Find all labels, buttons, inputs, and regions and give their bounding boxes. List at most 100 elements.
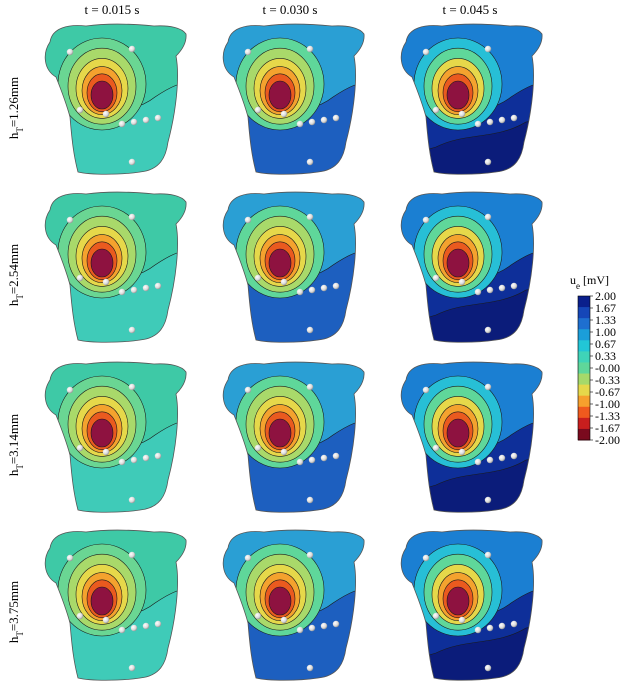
- electrode-marker: [306, 326, 314, 334]
- electrode-marker: [244, 554, 252, 562]
- electrode-marker: [118, 458, 126, 466]
- electrode-marker: [142, 116, 150, 124]
- electrode-marker: [280, 616, 288, 624]
- electrode-marker: [280, 448, 288, 456]
- panel-grid: [44, 23, 543, 681]
- electrode-marker: [484, 664, 492, 672]
- electrode-marker: [154, 452, 162, 460]
- electrode-marker: [422, 48, 430, 56]
- electrode-marker: [154, 282, 162, 290]
- colorbar-ticks: 2.001.671.331.000.670.33-0.00-0.33-0.67-…: [590, 289, 620, 447]
- electrode-marker: [332, 282, 340, 290]
- torso-panel-r3-c1: [44, 361, 187, 513]
- electrode-marker: [130, 286, 138, 294]
- electrode-marker: [458, 448, 466, 456]
- torso-outline: [400, 191, 543, 343]
- torso-panel-r1-c1: [44, 23, 187, 175]
- torso-outline: [44, 23, 187, 175]
- electrode-marker: [486, 624, 494, 632]
- electrode-marker: [498, 622, 506, 630]
- colorbar-segment: [578, 307, 590, 319]
- electrode-marker: [130, 456, 138, 464]
- contour-band-6: [446, 80, 470, 110]
- electrode-marker: [474, 458, 482, 466]
- electrode-marker: [474, 626, 482, 634]
- electrode-marker: [498, 454, 506, 462]
- row-label-3: hT=3.14mm: [6, 414, 25, 476]
- electrode-marker: [484, 496, 492, 504]
- electrode-marker: [142, 454, 150, 462]
- column-title-1: t = 0.015 s: [84, 2, 139, 17]
- colorbar-tick-label: 1.67: [595, 301, 616, 315]
- electrode-marker: [118, 120, 126, 128]
- electrode-marker: [320, 454, 328, 462]
- electrode-marker: [76, 274, 84, 282]
- electrode-marker: [128, 158, 136, 166]
- colorbar-title: ue [mV]: [570, 273, 609, 291]
- electrode-marker: [422, 386, 430, 394]
- electrode-marker: [484, 213, 492, 221]
- electrode-marker: [484, 551, 492, 559]
- contour-band-6: [268, 248, 292, 278]
- contour-band-6: [446, 248, 470, 278]
- electrode-marker: [432, 274, 440, 282]
- electrode-marker: [254, 274, 262, 282]
- electrode-marker: [474, 120, 482, 128]
- electrode-marker: [66, 554, 74, 562]
- contour-band-6: [90, 418, 114, 448]
- contour-band-6: [268, 586, 292, 616]
- electrode-marker: [422, 216, 430, 224]
- torso-outline: [44, 529, 187, 681]
- electrode-marker: [332, 620, 340, 628]
- electrode-marker: [296, 288, 304, 296]
- colorbar-tick-label: 0.33: [595, 349, 616, 363]
- colorbar-tick-label: -0.00: [595, 361, 620, 375]
- colorbar-segment: [578, 351, 590, 363]
- electrode-marker: [306, 45, 314, 53]
- electrode-marker: [76, 444, 84, 452]
- colorbar-tick-label: -1.67: [595, 421, 620, 435]
- electrode-marker: [422, 554, 430, 562]
- electrode-marker: [308, 624, 316, 632]
- electrode-marker: [296, 626, 304, 634]
- electrode-marker: [510, 282, 518, 290]
- torso-panel-r2-c3: [400, 191, 543, 343]
- electrode-marker: [484, 158, 492, 166]
- colorbar: ue [mV] 2.001.671.331.000.670.33-0.00-0.…: [570, 273, 620, 447]
- torso-panel-r4-c2: [222, 529, 365, 681]
- torso-panel-r2-c1: [44, 191, 187, 343]
- torso-outline: [44, 361, 187, 513]
- torso-panel-r2-c2: [222, 191, 365, 343]
- electrode-marker: [142, 284, 150, 292]
- electrode-marker: [320, 622, 328, 630]
- electrode-marker: [66, 216, 74, 224]
- electrode-marker: [320, 116, 328, 124]
- electrode-marker: [308, 456, 316, 464]
- electrode-marker: [128, 213, 136, 221]
- torso-outline: [400, 23, 543, 175]
- contour-band-6: [90, 248, 114, 278]
- electrode-marker: [308, 118, 316, 126]
- colorbar-tick-label: -1.33: [595, 409, 620, 423]
- electrode-marker: [280, 110, 288, 118]
- electrode-marker: [254, 612, 262, 620]
- colorbar-tick-label: -0.67: [595, 385, 620, 399]
- colorbar-segment: [578, 373, 590, 386]
- electrode-marker: [458, 616, 466, 624]
- electrode-marker: [458, 110, 466, 118]
- colorbar-segment: [578, 428, 590, 441]
- electrode-marker: [332, 114, 340, 122]
- row-label-4: hT=3.75mm: [6, 581, 25, 643]
- electrode-marker: [432, 612, 440, 620]
- colorbar-tick-label: -1.00: [595, 397, 620, 411]
- electrode-marker: [128, 496, 136, 504]
- torso-outline: [44, 191, 187, 343]
- electrode-marker: [102, 278, 110, 286]
- torso-panel-r1-c3: [400, 23, 543, 175]
- electrode-marker: [306, 496, 314, 504]
- torso-panel-r3-c3: [400, 361, 543, 513]
- colorbar-tick-label: -2.00: [595, 433, 620, 447]
- contour-band-6: [90, 586, 114, 616]
- colorbar-segment: [578, 384, 590, 397]
